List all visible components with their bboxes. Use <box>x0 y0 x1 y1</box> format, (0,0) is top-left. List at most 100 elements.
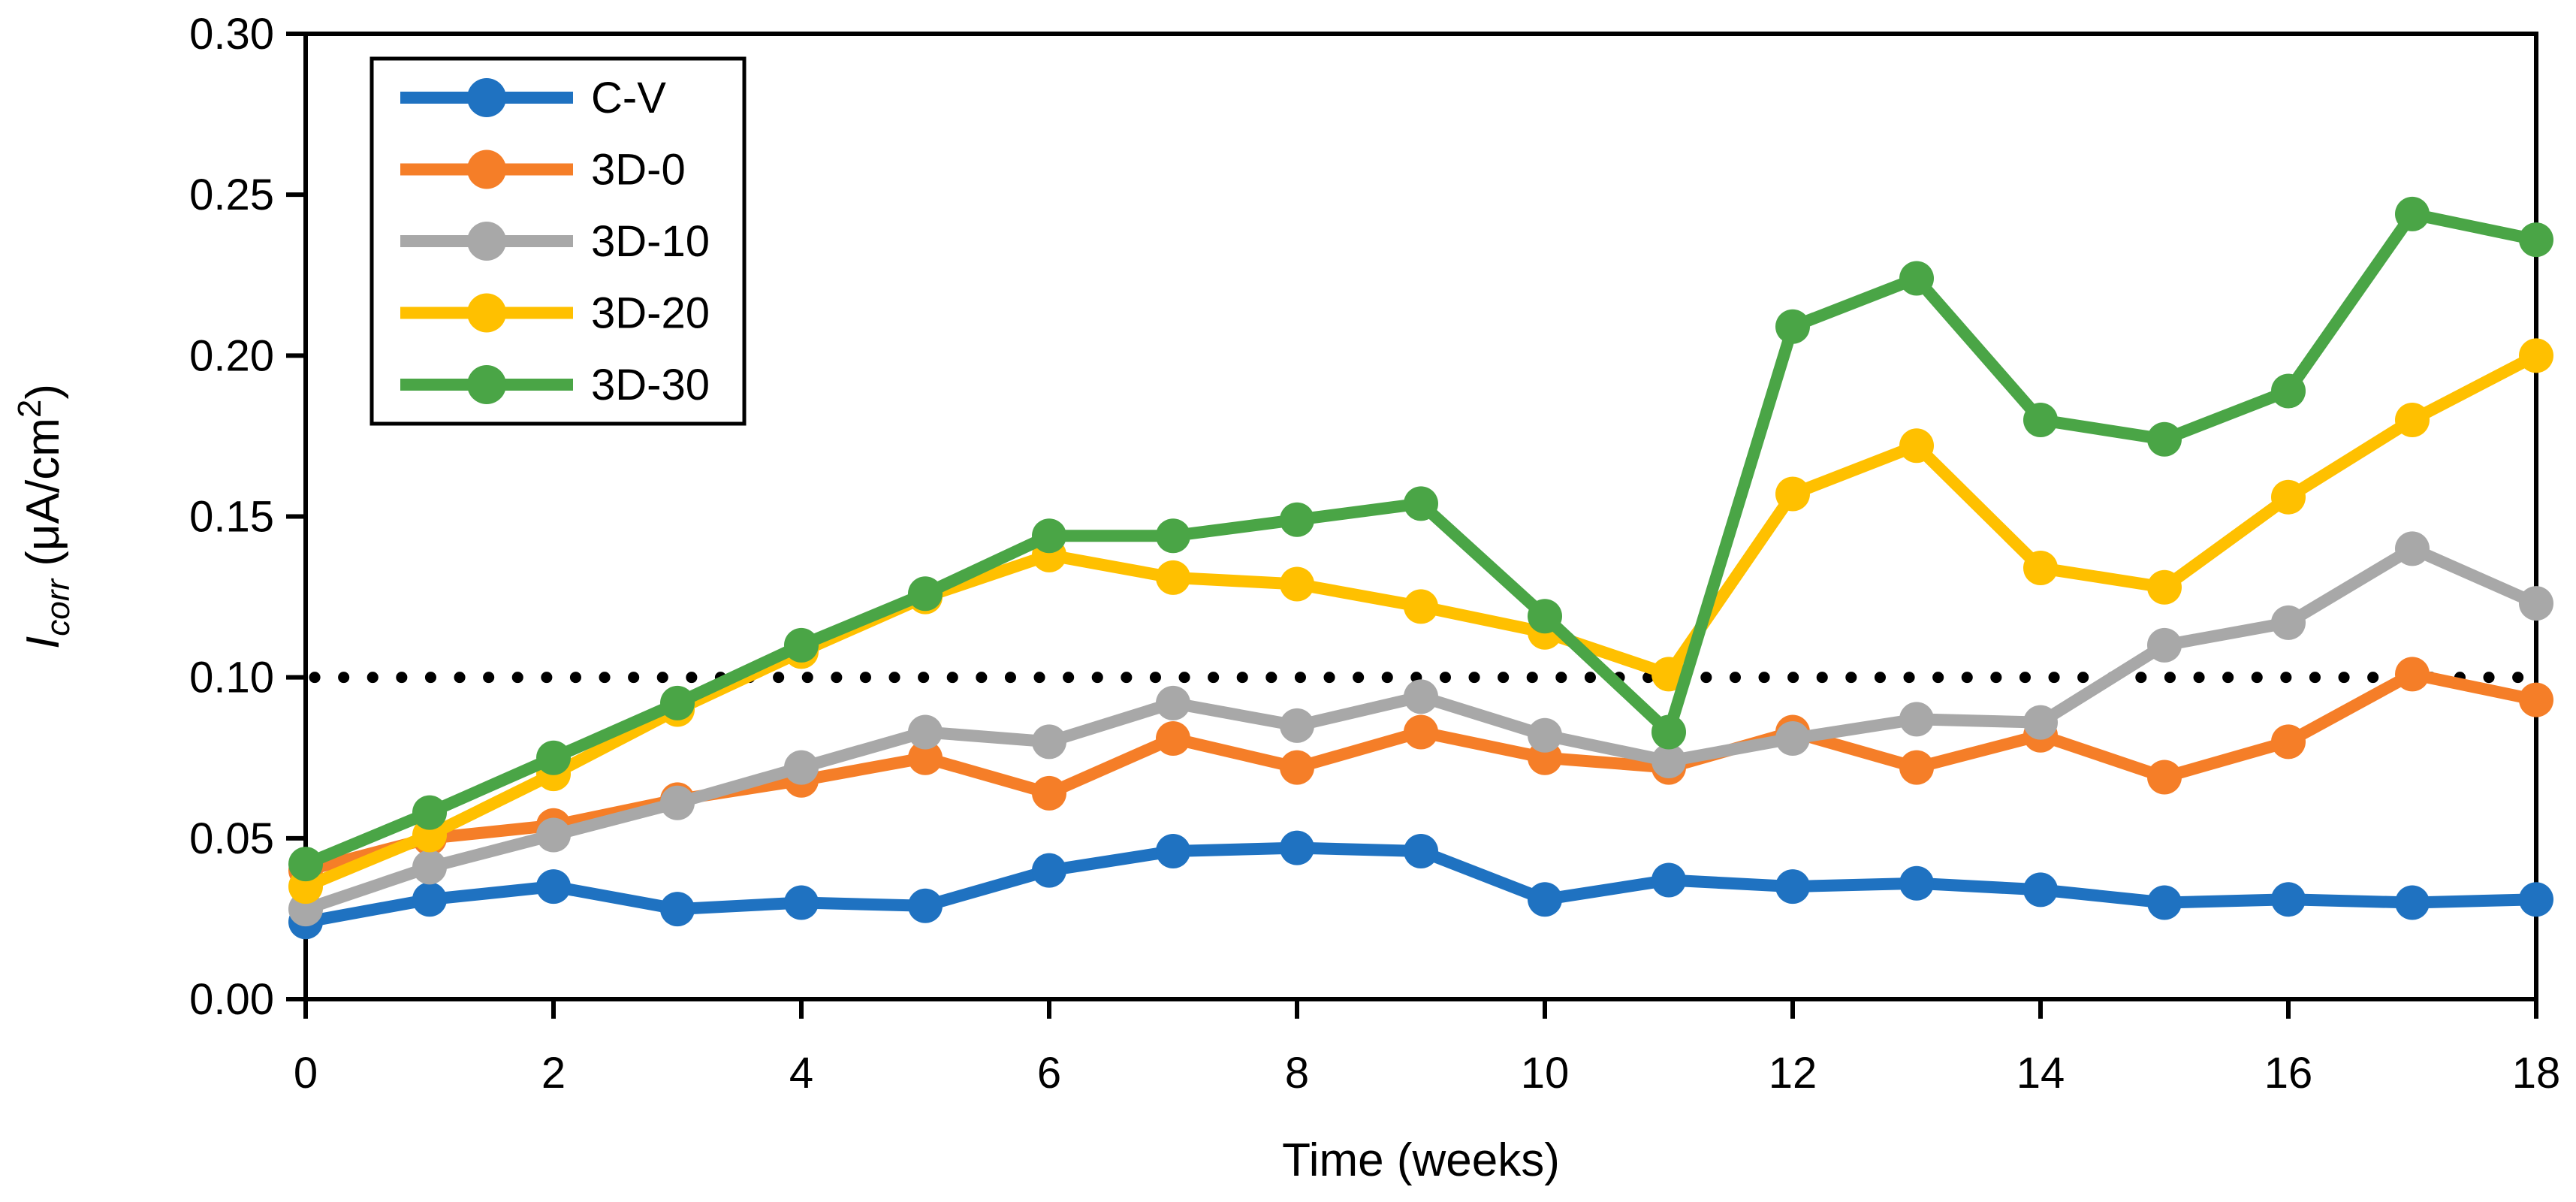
series-marker-3D-10-week-16 <box>2271 605 2306 640</box>
series-marker-3D-20-week-15 <box>2147 569 2182 605</box>
series-marker-3D-10-week-5 <box>908 714 943 750</box>
series-marker-3D-20-week-17 <box>2395 403 2430 437</box>
series-marker-3D-0-week-17 <box>2395 657 2430 692</box>
series-marker-C-V-week-2 <box>536 869 571 905</box>
x-axis-tick-label: 14 <box>2016 1049 2065 1098</box>
series-marker-3D-30-week-18 <box>2519 222 2553 258</box>
legend-label-3D-30: 3D-30 <box>591 361 710 409</box>
y-axis-tick-label: 0.30 <box>189 10 274 59</box>
series-marker-3D-30-week-2 <box>536 740 571 775</box>
x-axis-tick-label: 0 <box>294 1049 318 1098</box>
series-marker-3D-30-week-12 <box>1775 309 1810 344</box>
series-marker-3D-30-week-6 <box>1032 518 1066 554</box>
series-marker-3D-10-week-3 <box>660 785 695 820</box>
legend-marker-C-V <box>467 78 506 117</box>
series-marker-3D-10-week-4 <box>784 750 819 785</box>
series-marker-3D-0-week-18 <box>2519 682 2553 717</box>
series-marker-3D-10-week-2 <box>536 817 571 853</box>
y-axis-tick-label: 0.15 <box>189 493 274 542</box>
series-marker-3D-10-week-12 <box>1775 721 1810 757</box>
series-marker-C-V-week-1 <box>412 882 447 917</box>
x-axis-tick-label: 6 <box>1037 1049 1061 1098</box>
series-marker-C-V-week-14 <box>2023 872 2058 908</box>
series-marker-3D-0-week-6 <box>1032 775 1066 811</box>
series-marker-3D-30-week-15 <box>2147 421 2182 457</box>
series-marker-3D-30-week-5 <box>908 576 943 612</box>
series-marker-3D-20-week-13 <box>1899 428 1934 464</box>
x-axis-tick-label: 2 <box>541 1049 566 1098</box>
x-axis-tick-label: 12 <box>1769 1049 1817 1098</box>
series-marker-3D-10-week-10 <box>1528 717 1562 753</box>
legend-label-3D-0: 3D-0 <box>591 146 686 195</box>
series-marker-C-V-week-17 <box>2395 885 2430 920</box>
series-marker-3D-0-week-15 <box>2147 760 2182 795</box>
series-marker-C-V-week-16 <box>2271 882 2306 917</box>
series-marker-C-V-week-10 <box>1528 882 1562 917</box>
legend-marker-3D-30 <box>467 365 506 404</box>
legend-marker-3D-0 <box>467 149 506 189</box>
legend-marker-3D-20 <box>467 293 506 333</box>
series-marker-C-V-week-7 <box>1156 833 1190 868</box>
y-axis-tick-label: 0.10 <box>189 654 274 702</box>
series-marker-C-V-week-5 <box>908 888 943 923</box>
x-axis-title: Time (weeks) <box>1282 1134 1560 1186</box>
series-marker-3D-30-week-10 <box>1528 599 1562 634</box>
series-marker-C-V-week-8 <box>1280 830 1314 865</box>
series-marker-3D-20-week-12 <box>1775 476 1810 512</box>
legend-marker-3D-10 <box>467 222 506 261</box>
series-marker-3D-10-week-7 <box>1156 685 1190 720</box>
series-marker-3D-30-week-4 <box>784 627 819 663</box>
series-marker-C-V-week-9 <box>1404 833 1438 868</box>
legend-label-3D-10: 3D-10 <box>591 217 710 266</box>
series-marker-3D-10-week-18 <box>2519 586 2553 621</box>
series-marker-3D-30-week-9 <box>1404 486 1438 521</box>
series-marker-3D-0-week-9 <box>1404 714 1438 750</box>
legend-label-3D-20: 3D-20 <box>591 289 710 338</box>
y-axis-tick-label: 0.00 <box>189 975 274 1024</box>
series-marker-3D-20-week-8 <box>1280 566 1314 602</box>
series-marker-3D-30-week-13 <box>1899 261 1934 296</box>
series-marker-3D-20-week-14 <box>2023 551 2058 586</box>
series-marker-3D-0-week-16 <box>2271 724 2306 760</box>
series-marker-3D-10-week-15 <box>2147 627 2182 663</box>
y-axis-tick-label: 0.25 <box>189 171 274 219</box>
series-marker-3D-30-week-17 <box>2395 196 2430 231</box>
series-marker-3D-10-week-17 <box>2395 531 2430 566</box>
series-marker-3D-30-week-16 <box>2271 373 2306 409</box>
series-marker-C-V-week-11 <box>1651 862 1686 898</box>
series-marker-C-V-week-13 <box>1899 865 1934 901</box>
y-axis-title: Icorr (μA/cm2) <box>11 384 77 649</box>
series-marker-C-V-week-3 <box>660 892 695 927</box>
series-marker-3D-20-week-7 <box>1156 560 1190 595</box>
series-marker-3D-0-week-5 <box>908 740 943 775</box>
series-marker-3D-20-week-18 <box>2519 338 2553 373</box>
x-axis-tick-label: 16 <box>2264 1049 2313 1098</box>
series-marker-3D-10-week-14 <box>2023 705 2058 740</box>
series-marker-3D-20-week-16 <box>2271 479 2306 515</box>
series-marker-3D-30-week-7 <box>1156 518 1190 554</box>
series-marker-3D-10-week-11 <box>1651 744 1686 779</box>
x-axis-tick-label: 10 <box>1521 1049 1570 1098</box>
series-marker-3D-30-week-0 <box>288 847 323 882</box>
series-marker-3D-30-week-8 <box>1280 502 1314 537</box>
x-axis-tick-label: 18 <box>2512 1049 2561 1098</box>
series-marker-3D-10-week-6 <box>1032 724 1066 760</box>
series-marker-3D-10-week-1 <box>412 850 447 885</box>
series-marker-3D-10-week-9 <box>1404 679 1438 714</box>
series-marker-3D-10-week-13 <box>1899 702 1934 737</box>
x-axis-tick-label: 8 <box>1285 1049 1309 1098</box>
series-marker-3D-0-week-7 <box>1156 721 1190 757</box>
series-marker-3D-0-week-8 <box>1280 750 1314 785</box>
y-axis-tick-label: 0.20 <box>189 331 274 380</box>
series-marker-3D-10-week-8 <box>1280 708 1314 743</box>
series-marker-3D-30-week-1 <box>412 795 447 830</box>
x-axis-tick-label: 4 <box>789 1049 813 1098</box>
series-marker-3D-20-week-9 <box>1404 589 1438 624</box>
series-marker-C-V-week-12 <box>1775 869 1810 905</box>
series-marker-3D-20-week-11 <box>1651 657 1686 692</box>
series-marker-3D-30-week-11 <box>1651 714 1686 750</box>
series-marker-C-V-week-18 <box>2519 882 2553 917</box>
legend-label-C-V: C-V <box>591 74 666 122</box>
